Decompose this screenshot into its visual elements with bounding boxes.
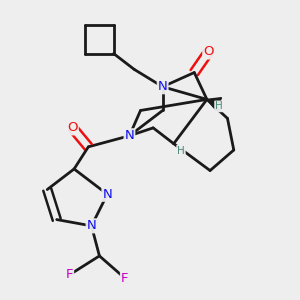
Text: F: F (121, 272, 128, 285)
Polygon shape (207, 98, 221, 111)
Text: N: N (87, 219, 96, 232)
Text: F: F (66, 268, 73, 281)
Text: N: N (124, 129, 134, 142)
Text: N: N (102, 188, 112, 201)
Text: O: O (67, 122, 78, 134)
Text: O: O (203, 46, 214, 59)
Text: H: H (177, 146, 185, 156)
Text: H: H (215, 101, 223, 111)
Text: N: N (158, 80, 167, 93)
